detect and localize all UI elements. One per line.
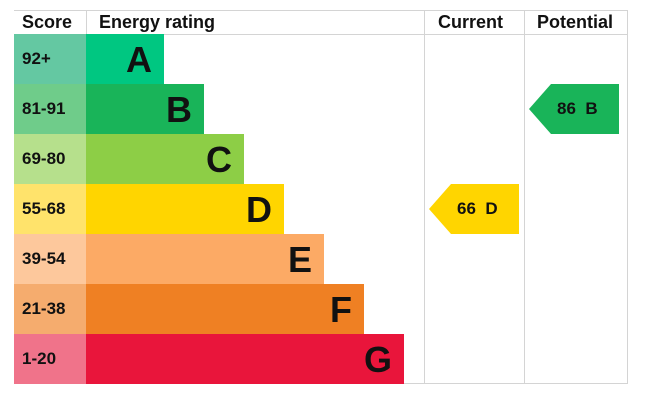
header-bottom-border <box>14 34 628 35</box>
rating-letter: G <box>363 339 392 380</box>
score-band-a: 92+ <box>14 34 86 84</box>
rating-letter: E <box>287 239 312 280</box>
score-band-b: 81-91 <box>14 84 86 134</box>
rating-letter: C <box>206 139 232 180</box>
rating-letter: F <box>330 289 352 330</box>
current-rating-label: 66 D <box>457 199 498 218</box>
potential-header: Potential <box>537 12 614 32</box>
arrow-shape-icon <box>529 84 619 134</box>
score-band-g: 1-20 <box>14 334 86 384</box>
score-band-f: 21-38 <box>14 284 86 334</box>
potential-column-left-border <box>524 10 525 384</box>
score-header: Score <box>22 12 73 32</box>
potential-rating-arrow: 86 B <box>529 84 619 134</box>
potential-rating-label: 86 B <box>557 99 598 118</box>
score-band-c: 69-80 <box>14 134 86 184</box>
score-band-e: 39-54 <box>14 234 86 284</box>
rating-bar-e: E <box>86 234 324 284</box>
current-header: Current <box>438 12 504 32</box>
energy-rating-chart: Score Energy rating Current Potential 92… <box>14 10 628 384</box>
rating-letter: D <box>246 189 272 230</box>
table-top-border <box>14 10 628 11</box>
rating-bar-a: A <box>86 34 164 84</box>
rating-bar-g: G <box>86 334 404 384</box>
rating-bar-f: F <box>86 284 364 334</box>
current-rating-arrow: 66 D <box>429 184 519 234</box>
arrow-shape-icon <box>429 184 519 234</box>
score-band-d: 55-68 <box>14 184 86 234</box>
rating-bar-b: B <box>86 84 204 134</box>
score-column-divider <box>86 10 87 34</box>
current-column-left-border <box>424 10 425 384</box>
rating-bar-c: C <box>86 134 244 184</box>
rating-letter: B <box>166 89 192 130</box>
table-right-border <box>627 10 628 384</box>
rating-letter: A <box>126 39 152 80</box>
rating-bar-d: D <box>86 184 284 234</box>
energy-rating-header: Energy rating <box>99 12 216 32</box>
